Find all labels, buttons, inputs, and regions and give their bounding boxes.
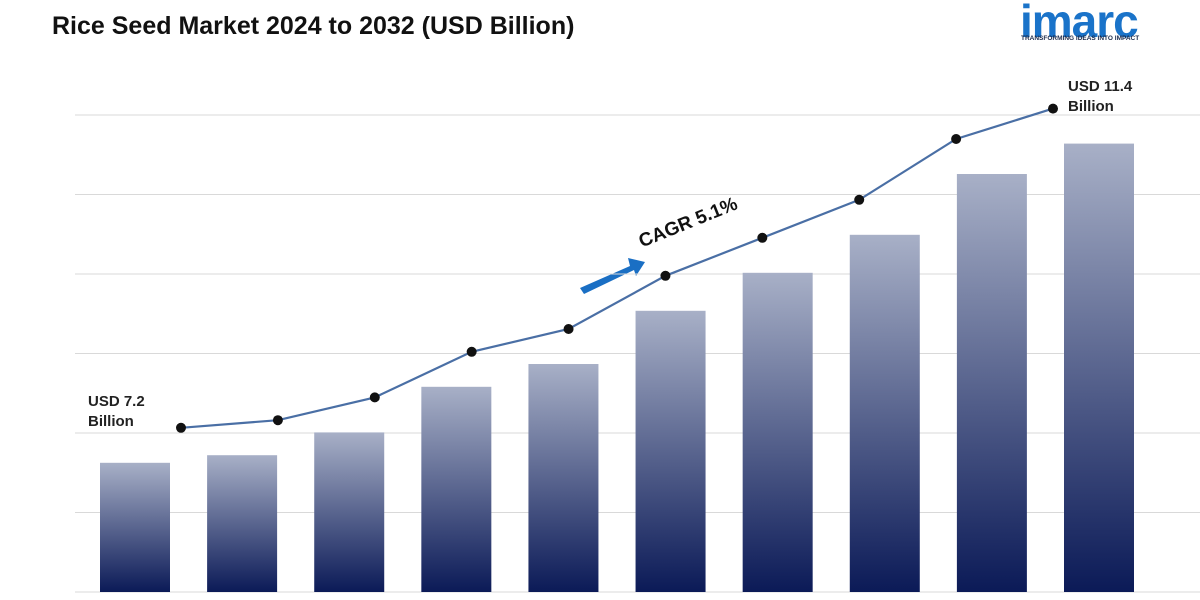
trend-point [660, 270, 671, 281]
logo-tagline: TRANSFORMING IDEAS INTO IMPACT [1021, 35, 1140, 42]
trend-point [176, 422, 186, 433]
chart-title: Rice Seed Market 2024 to 2032 (USD Billi… [52, 12, 575, 40]
trend-line [180, 107, 1054, 429]
trend-point [466, 346, 477, 357]
cagr-arrow [580, 258, 645, 294]
trend-point [757, 232, 768, 243]
value-label: USD 7.2 Billion [88, 392, 145, 430]
bar [849, 234, 920, 593]
trend-point [854, 194, 865, 205]
bar [528, 364, 599, 592]
logo: imarc [1020, 0, 1139, 47]
trend-point [369, 392, 380, 403]
bar [314, 432, 385, 592]
trend-point [1048, 103, 1058, 114]
bar [956, 174, 1027, 592]
trend-point [272, 415, 283, 426]
bar [100, 462, 170, 592]
bar [207, 455, 278, 592]
bar [742, 272, 813, 592]
bar [1064, 143, 1134, 592]
trend-point [951, 134, 962, 144]
trend-point [563, 324, 574, 334]
bar [635, 310, 706, 592]
bar [421, 386, 492, 592]
value-label: USD 11.4 Billion [1068, 77, 1133, 115]
